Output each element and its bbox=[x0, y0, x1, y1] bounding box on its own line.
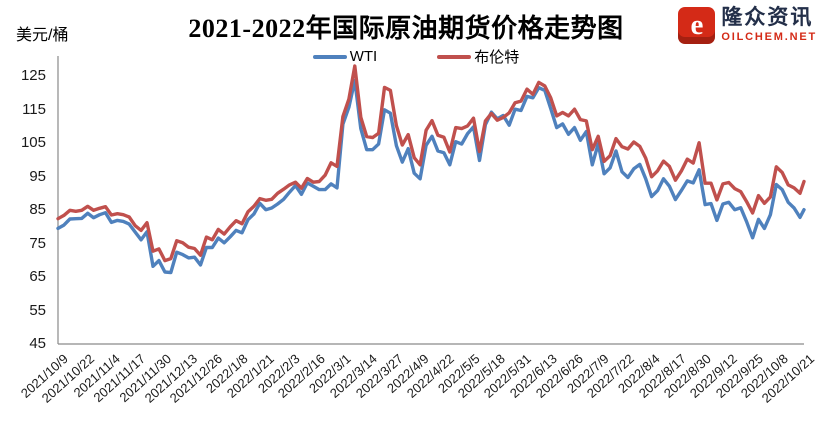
legend-item-brent: 布伦特 bbox=[437, 46, 519, 67]
legend-label-wti: WTI bbox=[349, 48, 378, 65]
y-tick-label: 85 bbox=[29, 201, 46, 218]
y-axis-title: 美元/桶 bbox=[16, 27, 69, 44]
oilchem-logo-text: 隆众资讯 OILCHEM.NET bbox=[721, 6, 817, 44]
wti-line-swatch bbox=[312, 54, 347, 59]
y-tick-label: 75 bbox=[29, 234, 46, 252]
y-tick-label: 55 bbox=[29, 301, 46, 319]
oilchem-logo: e 隆众资讯 OILCHEM.NET bbox=[678, 6, 817, 44]
y-tick-label: 125 bbox=[20, 67, 46, 84]
chart-title: 2021-2022年国际原油期货价格走势图 bbox=[188, 14, 624, 43]
brent-line bbox=[56, 64, 806, 263]
wti-line bbox=[56, 78, 806, 275]
legend-item-wti: WTI bbox=[312, 48, 378, 65]
chart-legend: WTI 布伦特 bbox=[36, 46, 796, 67]
brent-line-swatch bbox=[437, 54, 472, 59]
y-tick-label: 115 bbox=[22, 100, 46, 118]
y-tick-label: 95 bbox=[29, 167, 46, 185]
legend-label-brent: 布伦特 bbox=[474, 49, 520, 66]
y-tick-label: 45 bbox=[29, 335, 46, 352]
oilchem-logo-icon: e bbox=[678, 7, 716, 44]
y-tick-label: 105 bbox=[20, 134, 46, 151]
logo-domain: OILCHEM.NET bbox=[721, 31, 817, 44]
logo-brand-name: 隆众资讯 bbox=[721, 6, 814, 29]
y-tick-label: 65 bbox=[29, 268, 46, 285]
